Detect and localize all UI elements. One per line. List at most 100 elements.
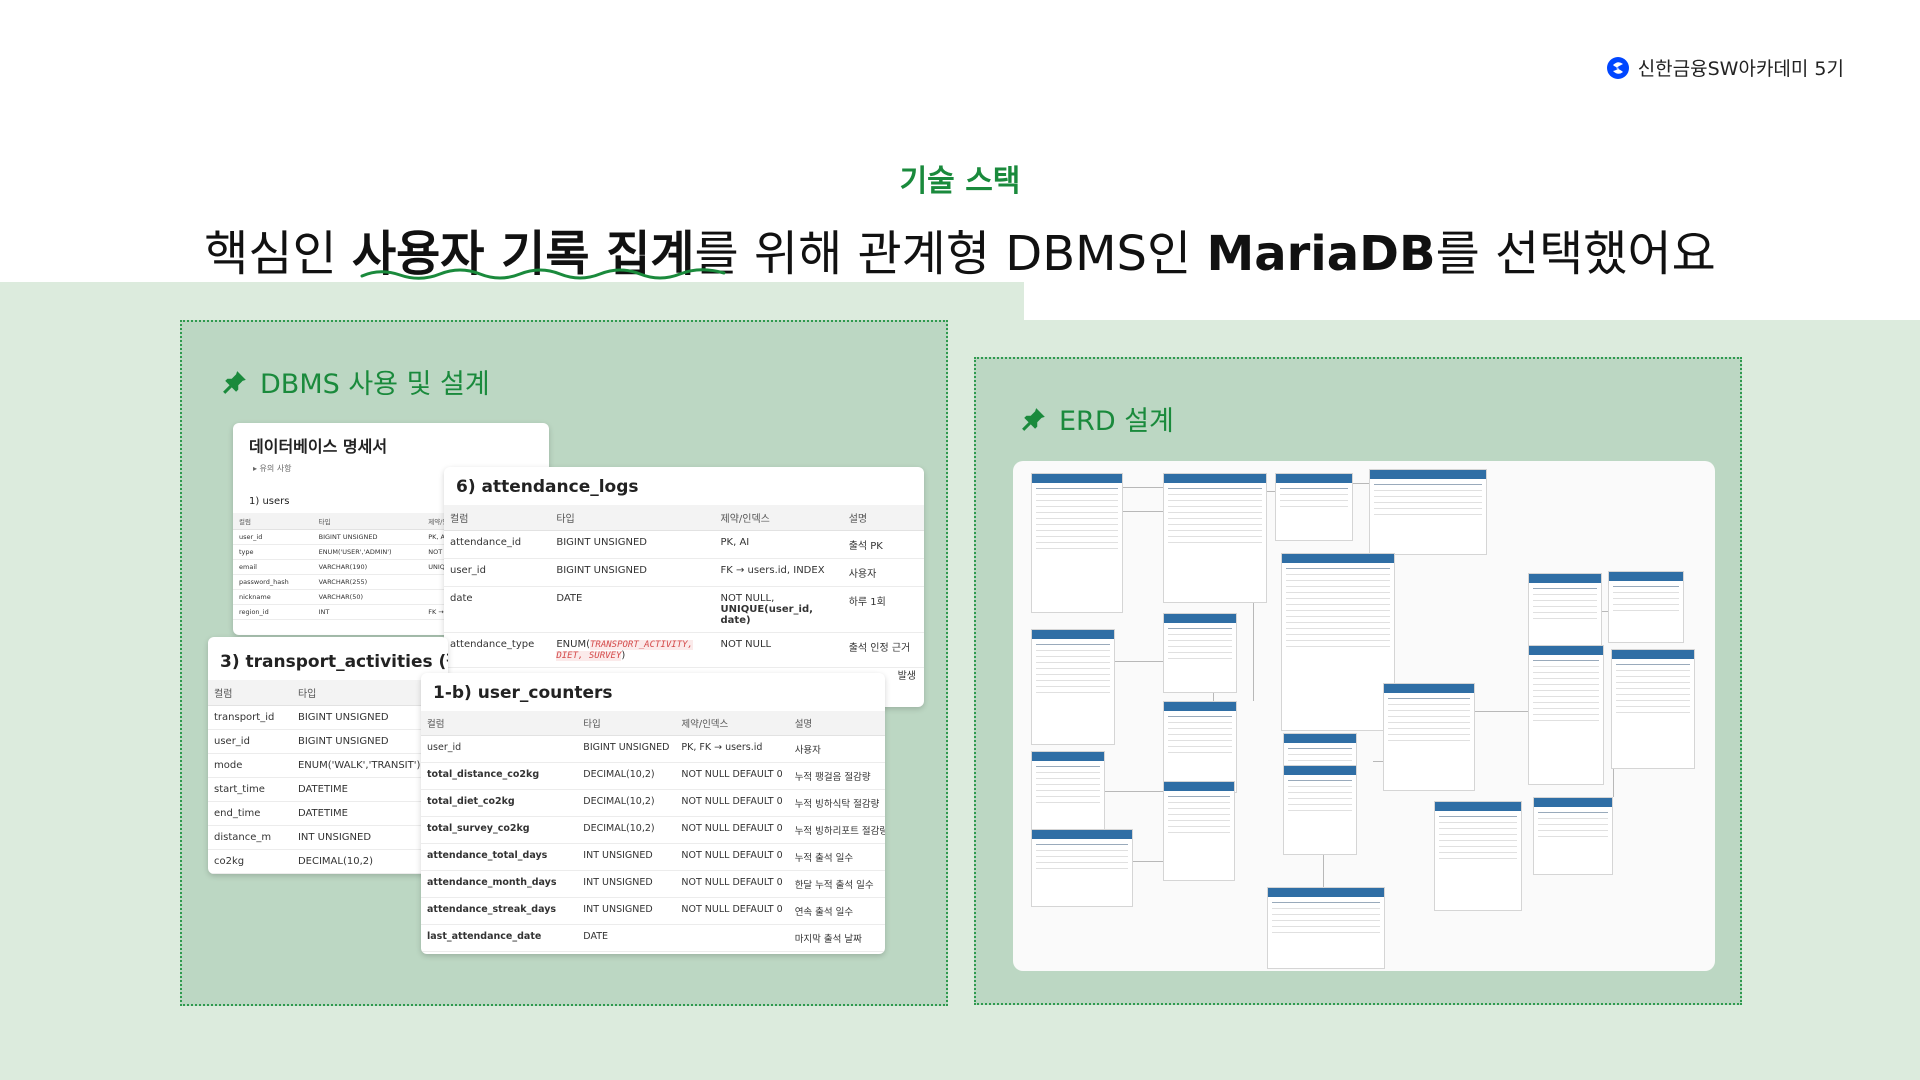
erd-table — [1611, 649, 1695, 769]
cell: INT UNSIGNED — [577, 870, 676, 898]
erd-column-line — [1388, 722, 1470, 723]
erd-table — [1163, 613, 1237, 693]
erd-column-line — [1168, 826, 1230, 827]
cell: 출석 PK — [842, 530, 924, 559]
cell: user_id — [208, 729, 292, 754]
column-header: 제약/인덱스 — [675, 711, 789, 736]
erd-column-line — [1272, 926, 1380, 927]
erd-column-line — [1288, 792, 1352, 793]
cell: nickname — [233, 589, 313, 605]
erd-column-line — [1272, 908, 1380, 909]
erd-column-line — [1288, 754, 1352, 755]
erd-column-line — [1280, 500, 1348, 501]
cell: 출석 인정 근거 — [842, 632, 924, 668]
transport-activities-title: 3) transport_activities (팽걸음) — [220, 652, 448, 672]
cell: INT UNSIGNED — [577, 843, 676, 871]
erd-table — [1528, 645, 1604, 785]
column-header: 타입 — [577, 711, 676, 736]
erd-column-line — [1616, 700, 1690, 701]
erd-column-line — [1616, 694, 1690, 695]
erd-column-line — [1533, 720, 1599, 721]
erd-column-line — [1036, 650, 1110, 651]
cell: end_time — [208, 801, 292, 826]
erd-panel-title-text: ERD 설계 — [1059, 406, 1174, 437]
erd-table-header — [1282, 554, 1394, 563]
cell: co2kg — [208, 849, 292, 874]
erd-column-line — [1288, 798, 1352, 799]
erd-column-line — [1533, 618, 1597, 619]
cell: 한달 누적 출석 일수 — [788, 870, 885, 898]
erd-column-line — [1168, 536, 1262, 537]
erd-column-line — [1288, 760, 1352, 761]
erd-column-line — [1280, 494, 1348, 495]
erd-column-line — [1036, 862, 1128, 863]
enum-code: TRANSPORT_ACTIVITY, — [590, 640, 693, 650]
erd-column-line — [1538, 830, 1608, 831]
erd-column-line — [1168, 814, 1230, 815]
erd-column-line — [1388, 734, 1470, 735]
cell: 연속 출석 일수 — [788, 897, 885, 925]
table-row: attendance_month_days INT UNSIGNED NOT NUL… — [421, 870, 885, 898]
erd-table — [1163, 781, 1235, 881]
erd-column-line — [1168, 802, 1230, 803]
erd-table-header — [1384, 684, 1474, 693]
erd-column-line — [1168, 716, 1232, 717]
erd-column-line — [1613, 598, 1679, 599]
spec-toggle[interactable]: ▸ 유의 사항 — [253, 464, 292, 473]
spec-card-title: 데이터베이스 명세서 — [249, 437, 388, 456]
cell: 하루 1회 — [842, 586, 924, 633]
erd-column-line — [1036, 686, 1110, 687]
erd-column-line — [1613, 610, 1679, 611]
cell: email — [233, 559, 313, 575]
erd-column-line — [1168, 646, 1232, 647]
cell: BIGINT UNSIGNED — [577, 735, 676, 763]
cell: user_id — [444, 558, 551, 587]
erd-column-line — [1286, 634, 1390, 635]
erd-column-line — [1288, 810, 1352, 811]
erd-table — [1533, 797, 1613, 875]
column-header: 설명 — [788, 711, 885, 736]
erd-column-line — [1538, 824, 1608, 825]
erd-column-line — [1036, 662, 1110, 663]
brand-name: 신한금융SW아카데미 5기 — [1637, 58, 1844, 80]
erd-column-line — [1286, 604, 1390, 605]
erd-column-line — [1168, 808, 1230, 809]
cropped-text: 발생 — [897, 671, 916, 682]
shinhan-logo-icon — [1606, 56, 1629, 79]
erd-column-line — [1286, 574, 1390, 575]
cell: attendance_total_days — [421, 843, 578, 871]
pushpin-icon — [223, 370, 246, 394]
section-eyebrow: 기술 스택 — [899, 164, 1021, 199]
cell: attendance_type — [444, 632, 551, 668]
erd-column-line — [1533, 672, 1599, 673]
table-row: distance_m INT UNSIGNED — [208, 825, 448, 850]
erd-column-line — [1272, 902, 1380, 903]
cell: start_time — [208, 777, 292, 802]
erd-column-line — [1533, 612, 1597, 613]
erd-table — [1281, 553, 1395, 731]
erd-table-header — [1164, 614, 1236, 623]
erd-column-line — [1533, 690, 1599, 691]
erd-column-line — [1616, 706, 1690, 707]
erd-column-line — [1616, 682, 1690, 683]
erd-relation-line — [1115, 661, 1163, 662]
cell: NOT NULL — [714, 632, 843, 668]
erd-table — [1031, 751, 1105, 843]
table-row: date DATE NOT NULL, UNIQUE(user_id, date) 하루 … — [444, 586, 924, 633]
erd-table-header — [1435, 802, 1521, 811]
table-row: attendance_streak_days INT UNSIGNED NOT NU… — [421, 897, 885, 925]
cell: DECIMAL(10,2) — [577, 789, 676, 817]
erd-column-line — [1616, 664, 1690, 665]
erd-column-line — [1036, 500, 1118, 501]
erd-column-line — [1286, 586, 1390, 587]
erd-column-line — [1036, 868, 1128, 869]
cell: distance_m — [208, 825, 292, 850]
erd-relation-line — [1353, 483, 1369, 484]
erd-column-line — [1533, 714, 1599, 715]
erd-column-line — [1280, 488, 1348, 489]
erd-column-line — [1538, 818, 1608, 819]
erd-column-line — [1036, 518, 1118, 519]
erd-column-line — [1533, 678, 1599, 679]
erd-table-header — [1534, 798, 1612, 807]
erd-column-line — [1388, 704, 1470, 705]
